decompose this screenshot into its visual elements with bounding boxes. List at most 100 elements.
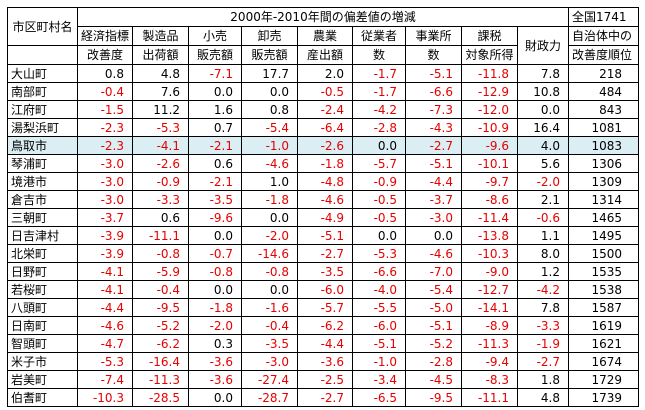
value-cell: -4.1	[76, 262, 134, 281]
rank-cell: 1083	[568, 136, 640, 155]
value-cell: 0.0	[241, 280, 299, 299]
table-row: 琴浦町 -3.0 -2.6 0.6 -4.6 -1.8 -5.7 -5.1 -10.1 5.6 13…	[7, 154, 640, 173]
value-cell: -4.6	[76, 316, 134, 335]
value-cell: -3.9	[76, 226, 134, 245]
value-cell: -4.9	[297, 208, 354, 227]
value-cell: -11.8	[461, 64, 519, 83]
table-row: 日南町 -4.6 -5.2 -2.0 -0.4 -6.2 -6.0 -5.1 -8.9 -3.3 1…	[7, 316, 640, 335]
table-container: 市区町村名 2000年-2010年間の偏差値の増減 全国1741 経済指標 製造…	[7, 7, 640, 407]
value-cell: 0.8	[241, 100, 299, 119]
value-cell: -2.0	[517, 172, 570, 191]
value-cell: -4.6	[405, 244, 463, 263]
municipality-name: 岩美町	[7, 370, 78, 389]
column-header-line1: 事業所	[405, 26, 463, 46]
value-cell: -4.1	[132, 136, 190, 155]
value-cell: -1.8	[188, 298, 243, 317]
rank-header-line2: 自治体中の	[568, 26, 640, 46]
value-cell: -3.6	[297, 352, 354, 371]
value-cell: -2.7	[405, 136, 463, 155]
value-cell: -11.4	[461, 208, 519, 227]
value-cell: 0.8	[76, 64, 134, 83]
table-row: 米子市 -5.3 -16.4 -3.6 -3.0 -3.6 -1.0 -2.8 -9.4 -2.7…	[7, 352, 640, 371]
rank-cell: 1729	[568, 370, 640, 389]
value-cell: -4.2	[517, 280, 570, 299]
rank-cell: 1739	[568, 388, 640, 407]
value-cell: -6.5	[352, 388, 407, 407]
rank-cell: 1674	[568, 352, 640, 371]
value-cell: -12.7	[461, 280, 519, 299]
value-cell: -5.3	[132, 118, 190, 137]
value-cell: -2.0	[241, 226, 299, 245]
municipality-name: 三朝町	[7, 208, 78, 227]
value-cell: -27.4	[241, 370, 299, 389]
value-cell: -14.6	[241, 244, 299, 263]
value-cell: -0.6	[517, 208, 570, 227]
value-cell: -13.8	[461, 226, 519, 245]
value-cell: 10.8	[517, 82, 570, 101]
value-cell: -2.1	[188, 136, 243, 155]
value-cell: -3.5	[188, 190, 243, 209]
value-cell: -4.5	[405, 370, 463, 389]
value-cell: -11.1	[461, 388, 519, 407]
value-cell: -7.3	[405, 100, 463, 119]
column-header-line2: 数	[352, 45, 407, 65]
value-cell: -2.8	[405, 352, 463, 371]
value-cell: -4.7	[76, 334, 134, 353]
value-cell: -4.3	[405, 118, 463, 137]
column-header-line2: 産出額	[297, 45, 354, 65]
column-header-line1: 財政力	[517, 26, 570, 65]
value-cell: -3.5	[297, 262, 354, 281]
value-cell: -2.1	[188, 172, 243, 191]
value-cell: -3.0	[76, 172, 134, 191]
value-cell: -2.5	[297, 370, 354, 389]
value-cell: -2.3	[76, 136, 134, 155]
table-row: 大山町 0.8 4.8 -7.1 17.7 2.0 -1.7 -5.1 -11.8 7.8 218	[7, 64, 640, 83]
value-cell: 17.7	[241, 64, 299, 83]
table-row: 日吉津村 -3.9 -11.1 0.0 -2.0 -5.1 0.0 0.0 -13.8 1.1 14…	[7, 226, 640, 245]
value-cell: 5.6	[517, 154, 570, 173]
value-cell: -3.4	[352, 370, 407, 389]
value-cell: 0.0	[352, 226, 407, 245]
value-cell: -5.3	[352, 244, 407, 263]
value-cell: -8.6	[461, 190, 519, 209]
value-cell: -2.4	[297, 100, 354, 119]
rank-header-line1: 全国1741	[568, 7, 640, 27]
value-cell: -0.8	[188, 262, 243, 281]
value-cell: -5.1	[297, 226, 354, 245]
municipality-name: 若桜町	[7, 280, 78, 299]
muni-header-blank	[7, 45, 78, 65]
column-header-line2: 改善度	[76, 45, 134, 65]
table-row: 岩美町 -7.4 -11.3 -3.6 -27.4 -2.5 -3.4 -4.5 -8.3 1.8…	[7, 370, 640, 389]
value-cell: 0.0	[241, 82, 299, 101]
value-cell: -3.0	[76, 190, 134, 209]
value-cell: -5.1	[405, 154, 463, 173]
column-header-line1: 農業	[297, 26, 354, 46]
value-cell: -2.8	[352, 118, 407, 137]
value-cell: 0.3	[188, 334, 243, 353]
value-cell: -9.4	[461, 352, 519, 371]
municipality-name: 鳥取市	[7, 136, 78, 155]
value-cell: -2.7	[297, 244, 354, 263]
column-header-line1: 従業者	[352, 26, 407, 46]
municipality-name: 南部町	[7, 82, 78, 101]
value-cell: -0.5	[297, 82, 354, 101]
value-cell: -0.4	[241, 316, 299, 335]
value-cell: -9.7	[461, 172, 519, 191]
value-cell: -3.0	[405, 208, 463, 227]
value-cell: -6.2	[132, 334, 190, 353]
column-header-line2: 販売額	[241, 45, 299, 65]
value-cell: -7.0	[405, 262, 463, 281]
value-cell: 2.0	[297, 64, 354, 83]
value-cell: -10.9	[461, 118, 519, 137]
column-header-line1: 課税	[461, 26, 519, 46]
value-cell: 0.0	[188, 388, 243, 407]
column-header-line1: 卸売	[241, 26, 299, 46]
value-cell: -12.0	[461, 100, 519, 119]
rank-cell: 218	[568, 64, 640, 83]
municipality-name: 智頭町	[7, 334, 78, 353]
value-cell: -3.5	[241, 334, 299, 353]
rank-cell: 1081	[568, 118, 640, 137]
value-cell: -4.0	[352, 280, 407, 299]
rank-cell: 1465	[568, 208, 640, 227]
table-body: 大山町 0.8 4.8 -7.1 17.7 2.0 -1.7 -5.1 -11.8 7.8 218 南…	[7, 64, 640, 407]
